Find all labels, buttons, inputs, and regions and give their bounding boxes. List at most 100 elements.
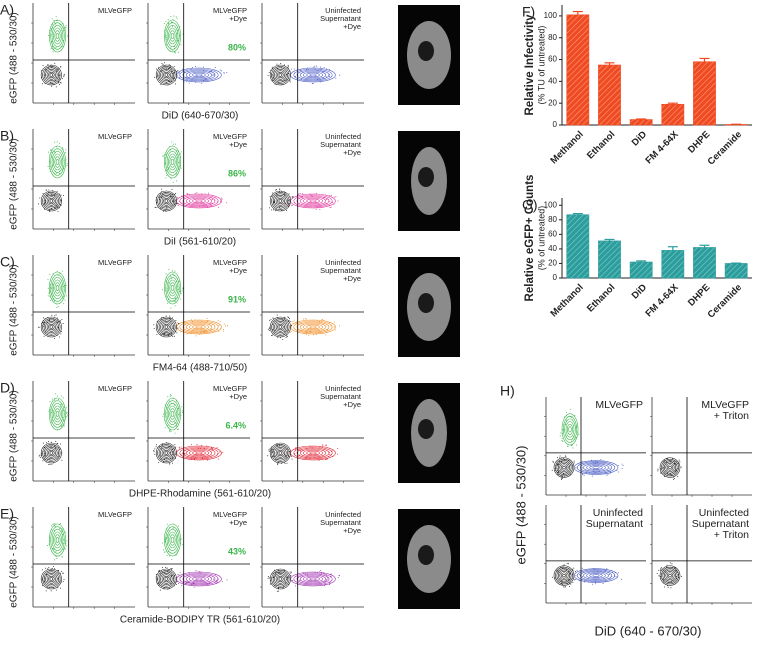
event-dot — [322, 77, 324, 79]
event-dot — [49, 295, 51, 297]
event-dot — [217, 206, 219, 208]
plot-label: MLVeGFP — [213, 132, 247, 141]
contour — [272, 67, 288, 83]
event-dot — [56, 306, 58, 308]
plot-label: Supernatant — [320, 518, 362, 527]
event-dot — [55, 440, 57, 442]
y-axis-label: Relative Infectivity — [524, 14, 536, 116]
event-dot — [54, 207, 56, 209]
event-dot — [218, 458, 220, 460]
event-dot — [164, 538, 166, 540]
event-dot — [47, 151, 49, 153]
event-dot — [679, 461, 681, 463]
event-dot — [173, 72, 175, 74]
contour — [160, 68, 173, 82]
event-dot — [602, 582, 604, 584]
event-dot — [44, 459, 46, 461]
event-dot — [54, 393, 56, 395]
event-dot — [302, 318, 304, 320]
event-dot — [278, 590, 280, 592]
event-dot — [47, 165, 49, 167]
event-dot — [63, 419, 65, 421]
flow-plot: MLVeGFP+Dye 86% — [146, 129, 250, 231]
event-dot — [54, 525, 56, 527]
contour — [49, 73, 54, 77]
percent-label: 91% — [228, 294, 246, 304]
flow-plot: MLVeGFP+Dye 43% — [146, 507, 250, 609]
contour — [169, 30, 176, 42]
event-dot — [164, 551, 166, 553]
x-axis-label: Ceramide-BODIPY TR (561-610/20) — [120, 615, 280, 626]
event-dot — [42, 65, 44, 67]
panel-label: H) — [500, 383, 515, 399]
contour — [271, 66, 290, 84]
y-axis-label: eGFP (488 - 530/30) — [9, 516, 20, 608]
event-dot — [48, 567, 50, 569]
event-dot — [172, 335, 174, 337]
event-dot — [175, 199, 177, 201]
y-tick-label: 0 — [553, 273, 558, 282]
event-dot — [618, 572, 620, 574]
contour — [278, 199, 283, 203]
event-dot — [180, 167, 182, 169]
x-tick-label: DHPE — [686, 129, 712, 155]
event-dot — [271, 66, 273, 68]
contour — [164, 73, 169, 77]
contour — [163, 71, 170, 79]
plot-label: Supernatant — [320, 14, 362, 23]
contour — [567, 423, 573, 435]
panel-label: F) — [522, 4, 535, 20]
event-dot — [222, 329, 224, 331]
event-dot — [65, 149, 67, 151]
event-dot — [609, 467, 611, 469]
contour — [160, 572, 173, 586]
event-dot — [677, 463, 679, 465]
event-dot — [62, 397, 64, 399]
contour — [165, 526, 180, 554]
y-tick-label: 80 — [548, 33, 557, 42]
event-dot — [161, 289, 163, 291]
event-dot — [284, 316, 286, 318]
contour — [309, 451, 317, 455]
event-dot — [290, 331, 292, 333]
flow-plot: MLVeGFP+ Triton — [650, 397, 752, 497]
event-dot — [338, 325, 340, 327]
event-dot — [267, 75, 269, 77]
event-dot — [660, 567, 662, 569]
plot-label: Supernatant — [320, 392, 362, 401]
contour — [160, 194, 173, 208]
event-dot — [552, 461, 554, 463]
contour — [54, 534, 61, 546]
event-dot — [285, 337, 287, 339]
event-dot — [45, 189, 47, 191]
contour — [568, 426, 572, 433]
event-dot — [337, 577, 339, 579]
event-dot — [269, 196, 271, 198]
contour — [185, 196, 213, 206]
event-dot — [54, 525, 56, 527]
contour — [163, 323, 170, 331]
event-dot — [573, 460, 575, 462]
contour — [161, 196, 172, 206]
contour — [165, 400, 180, 428]
percent-label: 43% — [228, 546, 246, 556]
event-dot — [575, 467, 577, 469]
event-dot — [294, 75, 296, 77]
event-dot — [167, 19, 169, 21]
contour — [182, 69, 216, 81]
contour — [163, 449, 170, 457]
plot-label: MLVeGFP — [98, 384, 132, 393]
event-dot — [335, 77, 337, 79]
event-dot — [271, 209, 273, 211]
event-dot — [660, 472, 662, 474]
event-dot — [292, 321, 294, 323]
bar — [661, 103, 685, 126]
event-dot — [172, 25, 174, 27]
plot-label: Uninfected — [325, 6, 361, 15]
contour — [54, 30, 61, 42]
event-dot — [216, 581, 218, 583]
event-dot — [63, 303, 65, 305]
event-dot — [325, 199, 327, 201]
